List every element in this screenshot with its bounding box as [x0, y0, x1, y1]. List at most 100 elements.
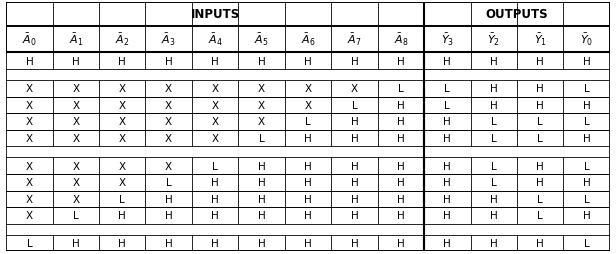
Text: H: H	[211, 178, 219, 187]
Text: H: H	[165, 56, 172, 66]
Text: H: H	[490, 56, 498, 66]
Text: $\bar{A}_8$: $\bar{A}_8$	[394, 32, 408, 48]
Text: $\bar{A}_0$: $\bar{A}_0$	[22, 32, 37, 48]
Text: $\bar{A}_3$: $\bar{A}_3$	[161, 32, 176, 48]
Text: $\bar{Y}_0$: $\bar{Y}_0$	[580, 32, 593, 48]
Text: X: X	[211, 117, 219, 127]
Text: H: H	[397, 178, 405, 187]
Text: H: H	[444, 161, 451, 171]
Text: L: L	[444, 100, 450, 110]
Text: H: H	[583, 56, 591, 66]
Text: X: X	[304, 100, 312, 110]
Text: H: H	[397, 194, 405, 204]
Text: H: H	[444, 238, 451, 248]
Text: H: H	[444, 117, 451, 127]
Text: H: H	[351, 238, 359, 248]
Text: X: X	[165, 134, 172, 144]
Text: H: H	[257, 161, 265, 171]
Text: L: L	[537, 211, 543, 221]
Text: H: H	[304, 161, 312, 171]
Text: L: L	[305, 117, 311, 127]
Text: H: H	[583, 211, 591, 221]
Text: $\bar{A}_5$: $\bar{A}_5$	[254, 32, 269, 48]
Text: H: H	[351, 178, 359, 187]
Text: H: H	[257, 211, 265, 221]
Text: H: H	[351, 211, 359, 221]
Text: H: H	[351, 56, 359, 66]
Text: X: X	[119, 178, 126, 187]
Text: X: X	[26, 194, 33, 204]
Bar	[6, 27, 610, 53]
Text: H: H	[25, 56, 33, 66]
Text: H: H	[444, 211, 451, 221]
Text: X: X	[211, 134, 219, 144]
Text: H: H	[397, 211, 405, 221]
Text: L: L	[584, 161, 590, 171]
Text: X: X	[72, 178, 79, 187]
Text: X: X	[72, 84, 79, 94]
Text: L: L	[259, 134, 264, 144]
Text: H: H	[397, 134, 405, 144]
Text: H: H	[397, 56, 405, 66]
Text: L: L	[491, 161, 496, 171]
Text: L: L	[537, 194, 543, 204]
Text: X: X	[304, 84, 312, 94]
Text: H: H	[490, 211, 498, 221]
Text: X: X	[26, 100, 33, 110]
Text: H: H	[397, 161, 405, 171]
Text: H: H	[444, 194, 451, 204]
Text: X: X	[26, 161, 33, 171]
Text: OUTPUTS: OUTPUTS	[485, 8, 548, 21]
Text: L: L	[491, 117, 496, 127]
Text: L: L	[444, 84, 450, 94]
Text: L: L	[584, 238, 590, 248]
Text: H: H	[304, 194, 312, 204]
Text: H: H	[211, 238, 219, 248]
Text: X: X	[258, 100, 265, 110]
Text: H: H	[165, 211, 172, 221]
Text: X: X	[211, 84, 219, 94]
Text: X: X	[165, 84, 172, 94]
Text: X: X	[72, 194, 79, 204]
Text: H: H	[257, 238, 265, 248]
Text: H: H	[257, 178, 265, 187]
Text: H: H	[583, 178, 591, 187]
Text: L: L	[26, 238, 32, 248]
Text: $\bar{A}_1$: $\bar{A}_1$	[68, 32, 83, 48]
Text: H: H	[490, 238, 498, 248]
Text: H: H	[397, 238, 405, 248]
Text: H: H	[165, 238, 172, 248]
Text: H: H	[304, 56, 312, 66]
Text: H: H	[304, 238, 312, 248]
Text: X: X	[72, 134, 79, 144]
Text: L: L	[120, 194, 125, 204]
Text: L: L	[73, 211, 79, 221]
Text: H: H	[537, 238, 544, 248]
Bar	[424, 3, 610, 27]
Text: X: X	[119, 117, 126, 127]
Text: H: H	[211, 211, 219, 221]
Text: X: X	[165, 161, 172, 171]
Text: H: H	[397, 100, 405, 110]
Text: X: X	[119, 84, 126, 94]
Text: X: X	[258, 84, 265, 94]
Text: X: X	[119, 100, 126, 110]
Text: H: H	[304, 134, 312, 144]
Text: H: H	[72, 238, 79, 248]
Text: X: X	[72, 117, 79, 127]
Text: H: H	[72, 56, 79, 66]
Text: L: L	[584, 194, 590, 204]
Text: H: H	[211, 56, 219, 66]
Text: H: H	[304, 211, 312, 221]
Text: H: H	[490, 84, 498, 94]
Text: X: X	[26, 84, 33, 94]
Text: $\bar{A}_7$: $\bar{A}_7$	[347, 32, 362, 48]
Text: H: H	[444, 178, 451, 187]
Text: $\bar{A}_2$: $\bar{A}_2$	[115, 32, 129, 48]
Text: X: X	[72, 100, 79, 110]
Text: H: H	[444, 134, 451, 144]
Text: H: H	[537, 84, 544, 94]
Text: L: L	[584, 117, 590, 127]
Text: H: H	[490, 194, 498, 204]
Text: H: H	[118, 238, 126, 248]
